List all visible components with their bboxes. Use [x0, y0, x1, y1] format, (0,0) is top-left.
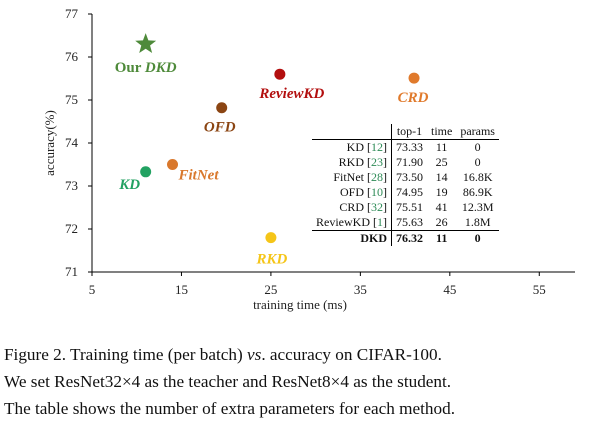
table-cell-params: 0 — [474, 155, 481, 169]
table-cell-time: 41 — [435, 200, 448, 214]
x-tick-label: 5 — [89, 282, 96, 297]
table-cell-top1: 71.90 — [396, 155, 423, 169]
point-label-reviewkd: ReviewKD — [258, 86, 324, 102]
table-cell-method: RKD [23] — [312, 155, 392, 170]
table-row: OFD [10] 74.95 19 86.9K — [312, 185, 499, 200]
data-points: KD RKD FitNet OFD CRD ReviewKD Our DKD — [115, 33, 429, 268]
x-tick-label: 15 — [175, 282, 188, 297]
x-tick-label: 45 — [443, 282, 456, 297]
point-kd — [140, 166, 152, 178]
y-tick-label: 73 — [65, 178, 78, 193]
table-cell-time: 26 — [435, 215, 448, 229]
table-cell-top1: 76.32 — [391, 230, 427, 246]
table-cell-params: 16.8K — [462, 170, 493, 184]
point-label-ofd: OFD — [204, 120, 236, 136]
y-ticks: 71 72 73 74 75 76 77 — [65, 6, 92, 279]
table-cell-params: 12.3M — [461, 200, 494, 214]
table-header-method — [312, 124, 392, 140]
point-crd — [408, 72, 420, 84]
table-cell-top1: 73.50 — [396, 170, 423, 184]
y-tick-label: 71 — [65, 264, 78, 279]
table-row: ReviewKD [1] 75.63 26 1.8M — [312, 215, 499, 231]
point-label-our-dkd: Our DKD — [115, 60, 177, 76]
point-reviewkd — [274, 68, 286, 80]
y-axis-label: accuracy(%) — [42, 110, 57, 176]
y-tick-label: 74 — [65, 135, 79, 150]
table-cell-time: 14 — [435, 170, 448, 184]
figure-caption: Figure 2. Training time (per batch) vs. … — [4, 341, 592, 422]
point-label-fitnet: FitNet — [178, 168, 220, 184]
table-header-row: top-1 time params — [312, 124, 499, 140]
caption-line-1: Figure 2. Training time (per batch) vs. … — [4, 345, 442, 364]
table-header-time: time — [427, 124, 457, 140]
table-cell-time: 11 — [435, 140, 448, 154]
table-cell-method: DKD — [312, 230, 392, 246]
point-ofd — [216, 102, 228, 114]
table-row: CRD [32] 75.51 41 12.3M — [312, 200, 499, 215]
table-row: FitNet [28] 73.50 14 16.8K — [312, 170, 499, 185]
table-cell-method: CRD [32] — [312, 200, 392, 215]
point-label-rkd: RKD — [255, 252, 287, 268]
table-cell-time: 25 — [435, 155, 448, 169]
y-tick-label: 72 — [65, 221, 78, 236]
y-tick-label: 76 — [65, 49, 79, 64]
table-cell-top1: 75.51 — [396, 200, 423, 214]
table-cell-top1: 75.63 — [396, 215, 423, 229]
table-cell-method: OFD [10] — [312, 185, 392, 200]
y-tick-label: 75 — [65, 92, 78, 107]
table-row: RKD [23] 71.90 25 0 — [312, 155, 499, 170]
table-cell-top1: 73.33 — [396, 140, 423, 154]
table-header-top1: top-1 — [391, 124, 427, 140]
x-tick-label: 35 — [354, 282, 367, 297]
x-tick-label: 55 — [533, 282, 546, 297]
table-row: DKD 76.32 11 0 — [312, 230, 499, 246]
x-axis-label: training time (ms) — [253, 297, 347, 312]
point-label-kd: KD — [118, 177, 140, 193]
y-tick-label: 77 — [65, 6, 79, 21]
table-cell-method: FitNet [28] — [312, 170, 392, 185]
point-rkd — [265, 232, 277, 244]
caption-line-3: The table shows the number of extra para… — [4, 399, 455, 418]
point-our-dkd — [135, 33, 157, 53]
table-row: KD [12] 73.33 11 0 — [312, 139, 499, 155]
point-fitnet — [167, 159, 179, 170]
table-cell-params: 86.9K — [462, 185, 493, 199]
caption-line-2: We set ResNet32×4 as the teacher and Res… — [4, 372, 452, 391]
x-tick-label: 25 — [264, 282, 277, 297]
table-cell-method: ReviewKD [1] — [312, 215, 392, 231]
table-cell-top1: 74.95 — [396, 185, 423, 199]
table-cell-method: KD [12] — [312, 139, 392, 155]
table-cell-time: 19 — [435, 185, 448, 199]
x-ticks: 5 15 25 35 45 55 — [89, 272, 546, 297]
table-cell-params: 0 — [456, 230, 499, 246]
point-label-crd: CRD — [398, 90, 429, 106]
table-header-params: params — [456, 124, 499, 140]
table-cell-time: 11 — [427, 230, 457, 246]
scatter-chart: 71 72 73 74 75 76 77 5 15 25 35 45 55 training time… — [42, 6, 575, 312]
table-cell-params: 1.8M — [464, 215, 491, 229]
results-table: top-1 time params KD [12] 73.33 11 0 RKD [23… — [312, 124, 499, 246]
table-cell-params: 0 — [474, 140, 481, 154]
